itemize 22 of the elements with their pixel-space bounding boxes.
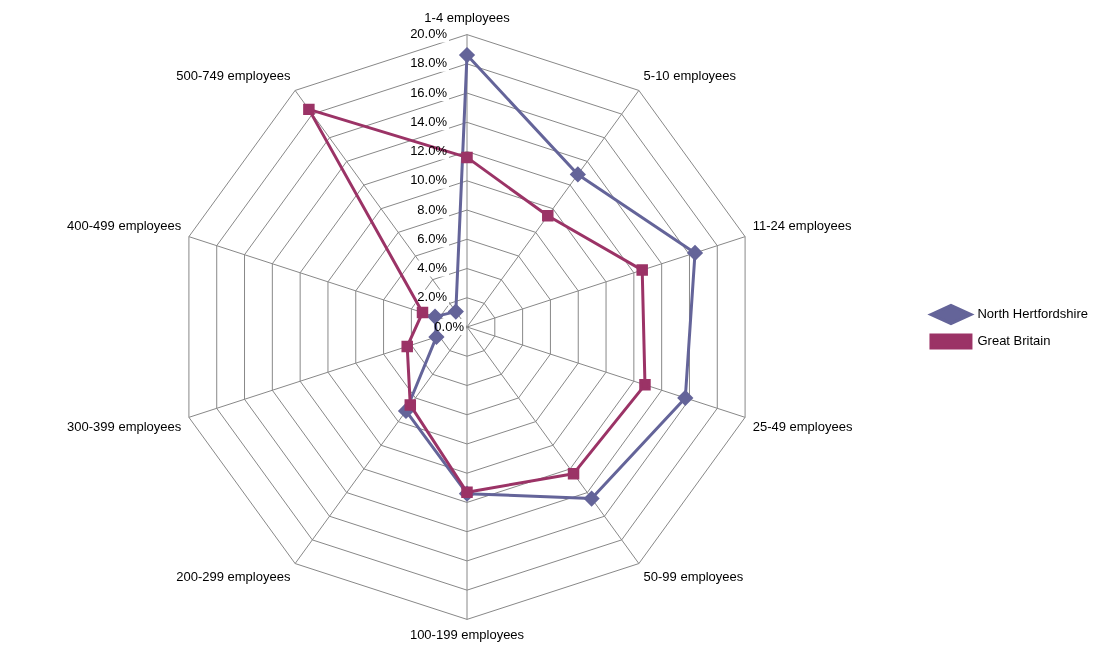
y-tick-label: 4.0% (417, 260, 448, 276)
spoke-label: 50-99 employees (643, 569, 744, 585)
y-tick-label: 2.0% (417, 289, 448, 305)
y-tick-label: 6.0% (417, 230, 448, 246)
spoke-label: 11-24 employees (752, 217, 852, 233)
spoke-label: 500-749 employees (176, 67, 291, 83)
legend-label: Great Britain (977, 333, 1051, 349)
spoke-label: 5-10 employees (643, 67, 737, 83)
spoke-label: 25-49 employees (752, 419, 853, 435)
y-tick-label: 16.0% (410, 84, 448, 100)
y-tick-label: 18.0% (410, 55, 448, 71)
y-tick-label: 14.0% (410, 113, 448, 129)
spoke-label: 1-4 employees (424, 10, 511, 26)
legend-label: North Hertfordshire (977, 306, 1089, 322)
y-tick-label: 12.0% (410, 143, 448, 159)
spoke-label: 100-199 employees (409, 626, 525, 642)
spoke-label: 200-299 employees (176, 569, 291, 585)
spoke-label: 400-499 employees (67, 217, 182, 233)
y-tick-label: 8.0% (417, 201, 448, 217)
y-tick-label: 20.0% (410, 26, 448, 42)
spoke-label: 300-399 employees (67, 419, 182, 435)
y-tick-label: 10.0% (410, 172, 448, 188)
